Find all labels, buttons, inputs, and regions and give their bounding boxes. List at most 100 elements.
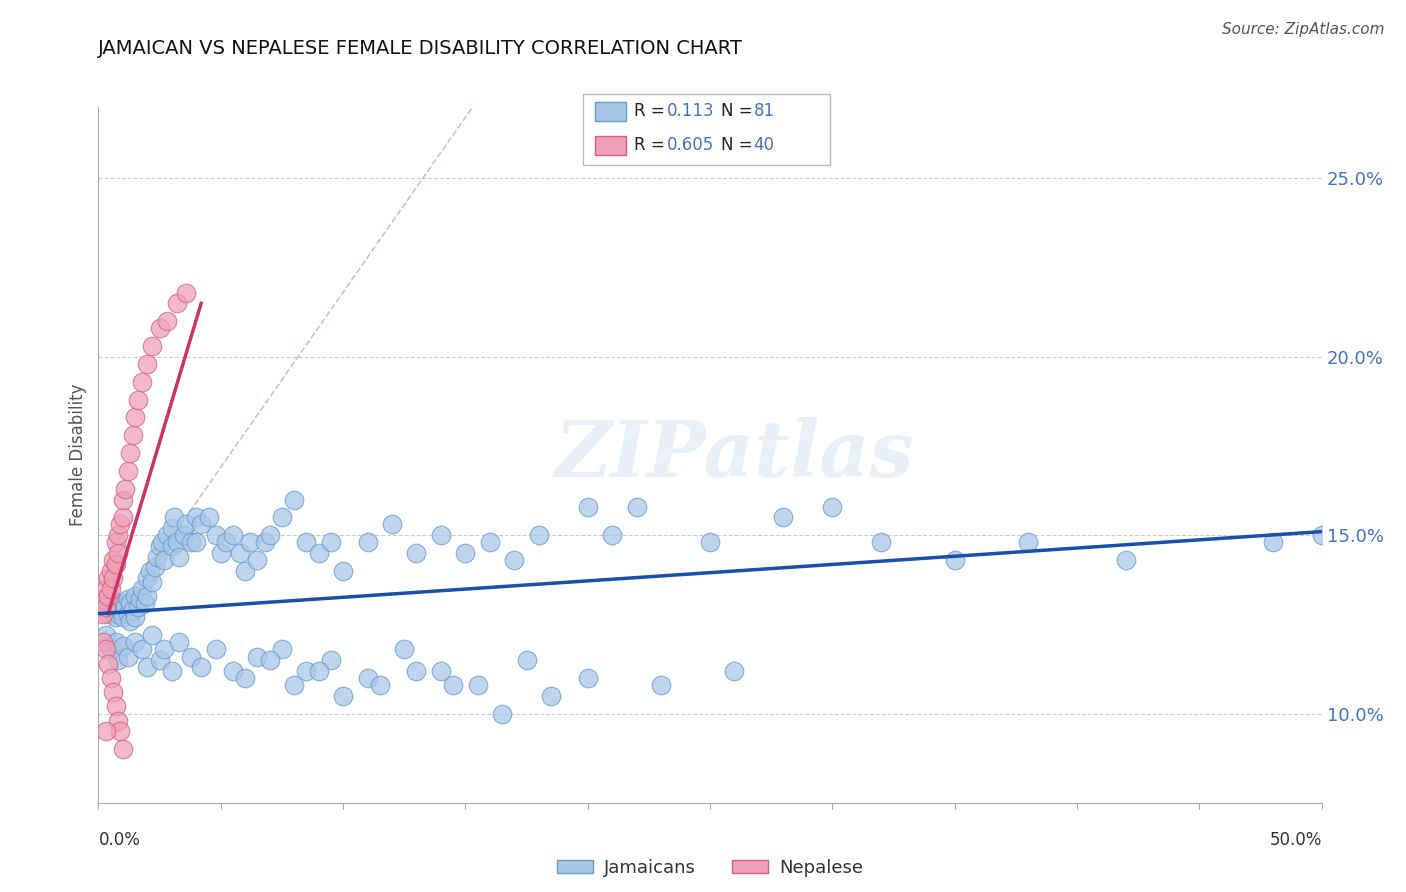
Point (149, 653, 172, 667)
Text: JAMAICAN VS NEPALESE FEMALE DISABILITY CORRELATION CHART: JAMAICAN VS NEPALESE FEMALE DISABILITY C… (98, 39, 744, 58)
Point (246, 553, 269, 567)
Point (97, 657, 120, 671)
Point (190, 517, 212, 532)
Text: R =: R = (634, 103, 671, 120)
Point (100, 564, 122, 578)
Point (104, 610, 127, 624)
Point (131, 642, 153, 657)
Point (167, 549, 190, 564)
Point (356, 535, 378, 549)
Point (527, 528, 550, 542)
Point (136, 589, 159, 603)
Point (392, 642, 416, 657)
Point (100, 582, 122, 596)
Point (772, 510, 794, 524)
Text: 0.113: 0.113 (666, 103, 714, 120)
Point (124, 610, 146, 624)
Point (101, 603, 124, 617)
Point (107, 546, 129, 560)
Point (120, 596, 142, 610)
Point (319, 535, 342, 549)
Point (160, 521, 183, 535)
Point (111, 510, 134, 524)
Point (180, 535, 202, 549)
Point (405, 546, 427, 560)
Point (111, 596, 134, 610)
Text: Source: ZipAtlas.com: Source: ZipAtlas.com (1222, 22, 1385, 37)
Point (503, 553, 526, 567)
Point (233, 671, 256, 685)
Point (176, 285, 198, 300)
Point (160, 664, 183, 678)
Point (332, 564, 354, 578)
Point (143, 560, 166, 574)
Point (259, 528, 281, 542)
Point (173, 528, 195, 542)
Point (107, 599, 129, 614)
Point (253, 535, 276, 549)
Point (478, 535, 501, 549)
Point (136, 571, 159, 585)
Point (160, 539, 183, 553)
Point (97, 589, 120, 603)
Point (197, 510, 219, 524)
Point (308, 546, 330, 560)
Point (186, 535, 208, 549)
Point (114, 482, 136, 496)
Point (156, 528, 179, 542)
Point (491, 706, 513, 721)
Point (110, 517, 132, 532)
Point (91, 607, 114, 621)
Text: N =: N = (721, 136, 758, 154)
Point (94, 582, 117, 596)
Legend: Jamaicans, Nepalese: Jamaicans, Nepalese (550, 852, 870, 884)
Text: N =: N = (721, 103, 758, 120)
Point (600, 528, 623, 542)
Point (141, 339, 163, 353)
Point (104, 535, 127, 549)
Point (153, 642, 176, 657)
Point (127, 599, 149, 614)
Point (91, 635, 114, 649)
Point (149, 539, 172, 553)
Point (107, 714, 129, 728)
Point (114, 599, 136, 614)
Point (295, 535, 318, 549)
Point (110, 603, 132, 617)
Point (117, 649, 139, 664)
Point (233, 564, 256, 578)
Point (540, 689, 562, 703)
Point (283, 678, 305, 692)
Point (576, 500, 599, 514)
Point (214, 535, 236, 549)
Point (283, 492, 305, 507)
Point (295, 664, 318, 678)
Point (131, 375, 153, 389)
Point (100, 642, 122, 657)
Point (308, 664, 330, 678)
Point (120, 614, 142, 628)
Point (134, 596, 156, 610)
Point (1261, 535, 1284, 549)
Point (319, 653, 342, 667)
Point (139, 564, 162, 578)
Point (120, 446, 142, 460)
Text: R =: R = (634, 136, 671, 154)
Point (110, 724, 132, 739)
Point (454, 546, 477, 560)
Point (205, 528, 228, 542)
Point (111, 639, 134, 653)
Point (94, 599, 117, 614)
Point (104, 635, 127, 649)
Point (117, 607, 139, 621)
Point (94, 599, 117, 614)
Point (515, 653, 537, 667)
Point (229, 546, 252, 560)
Point (104, 596, 127, 610)
Point (246, 649, 269, 664)
Point (94, 724, 117, 739)
Text: 40: 40 (754, 136, 775, 154)
Point (430, 664, 453, 678)
Point (405, 664, 427, 678)
Point (149, 321, 172, 335)
